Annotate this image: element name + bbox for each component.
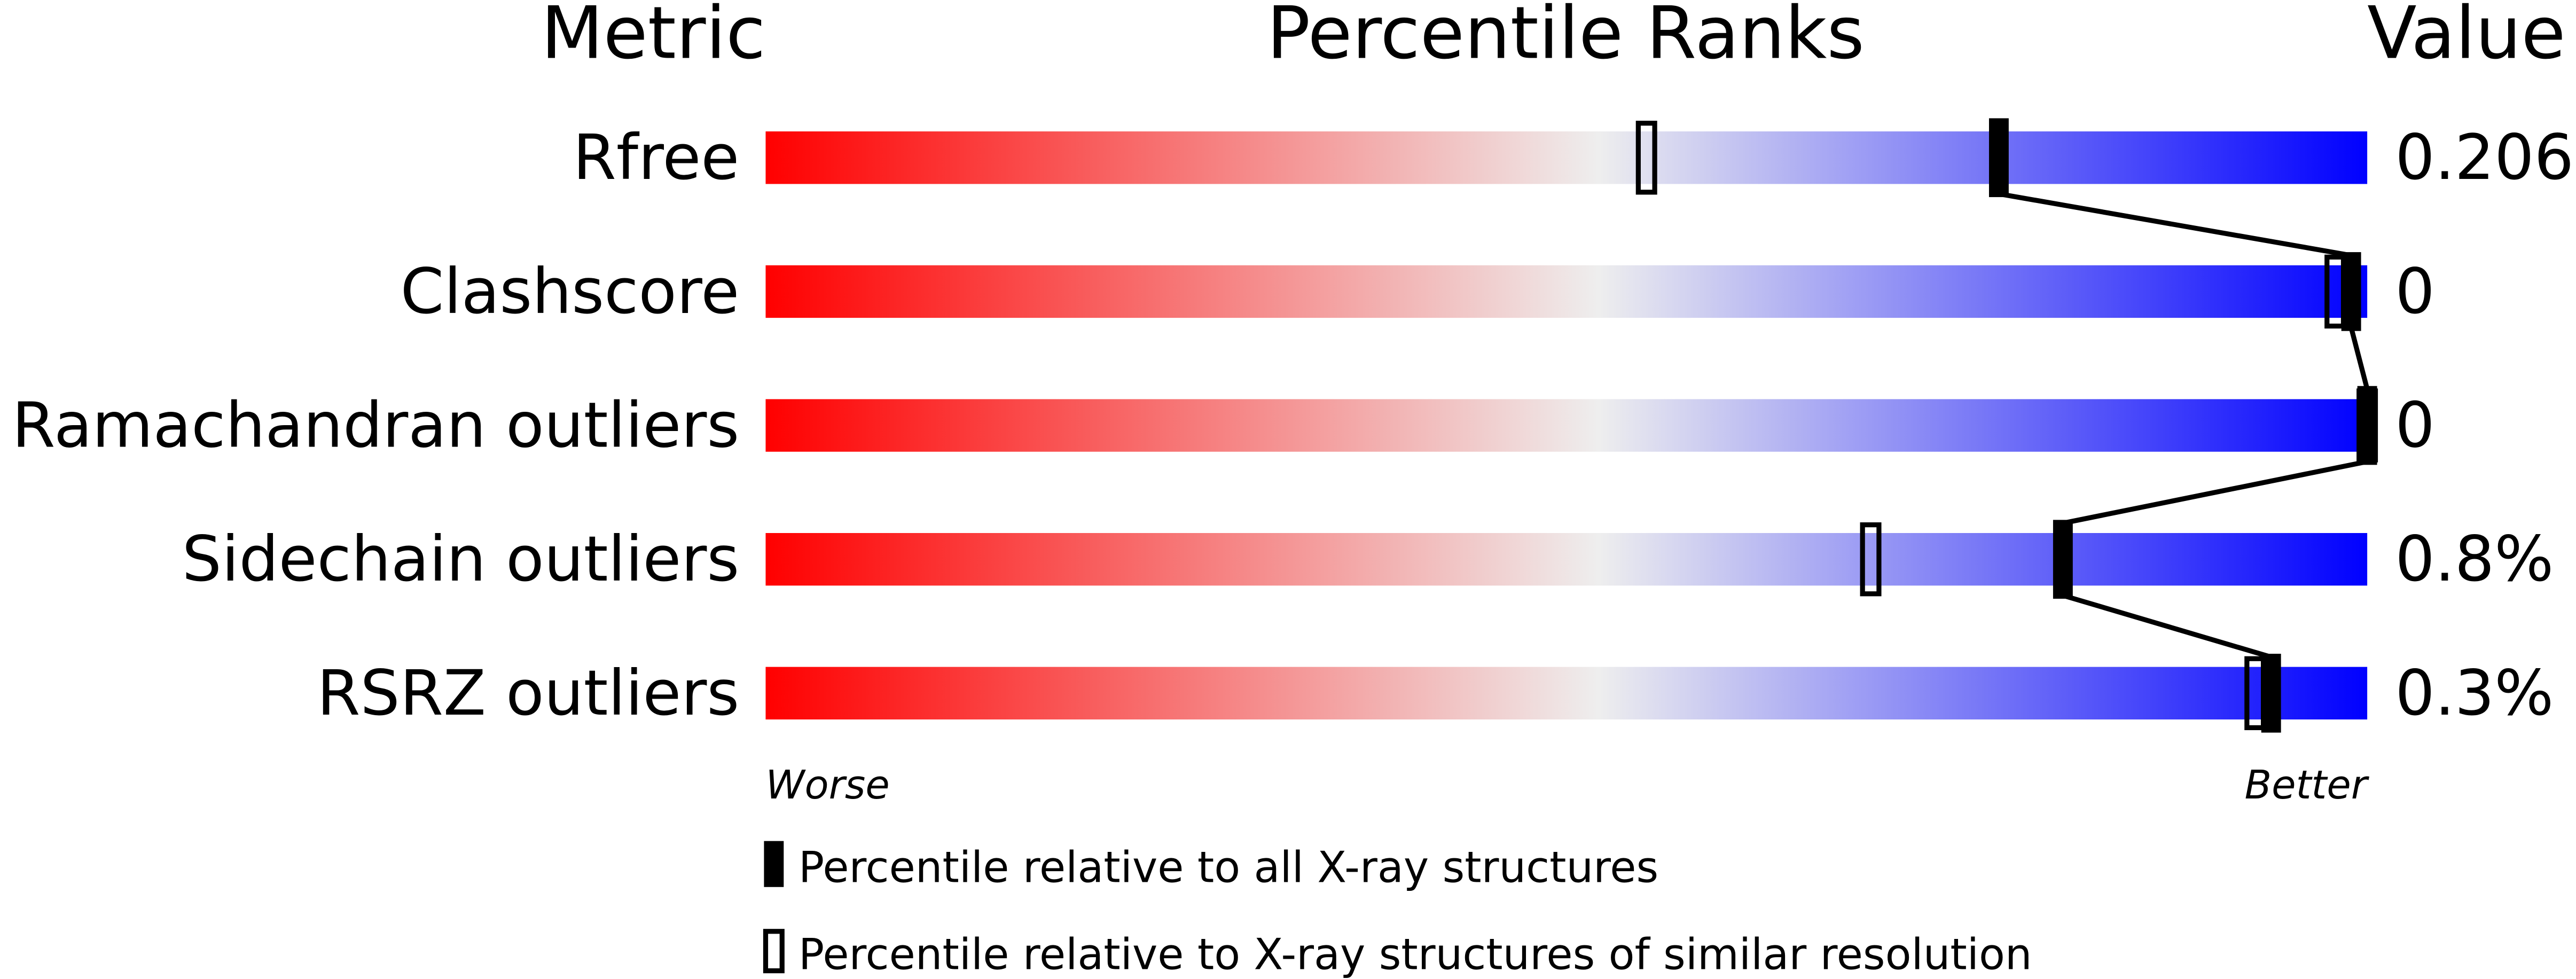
slider-bar: [765, 131, 2368, 184]
metric-value: 0: [2395, 255, 2434, 328]
slider-bar: [765, 667, 2368, 720]
similar-resolution-marker: [1635, 121, 1657, 195]
metric-value: 0.3%: [2395, 657, 2554, 730]
metric-label: Sidechain outliers: [182, 523, 739, 596]
ranks-header: Percentile Ranks: [1267, 0, 1865, 75]
legend-label: Percentile relative to all X-ray structu…: [798, 842, 1658, 892]
metric-value: 0.206: [2395, 121, 2574, 194]
metric-label: RSRZ outliers: [317, 657, 739, 730]
slider-bar: [765, 265, 2368, 318]
connector: [1998, 191, 2352, 258]
worse-label: Worse: [765, 762, 889, 808]
value-header: Value: [2367, 0, 2566, 75]
slider-bar: [765, 533, 2368, 586]
connector: [2062, 459, 2368, 526]
metric-label: Clashscore: [401, 255, 740, 328]
metric-value: 0: [2395, 389, 2434, 462]
legend-swatch: [763, 929, 785, 974]
metric-label: Ramachandran outliers: [12, 389, 739, 462]
connector: [2062, 593, 2272, 660]
connector: [2348, 327, 2370, 390]
percentile-marker: [2053, 520, 2073, 599]
slider-bar: [765, 399, 2368, 452]
metric-value: 0.8%: [2395, 523, 2554, 596]
legend-swatch: [764, 841, 784, 887]
similar-resolution-marker: [2356, 388, 2378, 463]
similar-resolution-marker: [1860, 522, 1882, 597]
metric-header: Metric: [541, 0, 766, 75]
better-label: Better: [2244, 762, 2369, 808]
similar-resolution-marker: [2244, 656, 2266, 731]
similar-resolution-marker: [2324, 254, 2346, 329]
metric-label: Rfree: [573, 121, 740, 194]
legend-label: Percentile relative to X-ray structures …: [798, 929, 2032, 979]
percentile-marker: [1988, 118, 2009, 198]
